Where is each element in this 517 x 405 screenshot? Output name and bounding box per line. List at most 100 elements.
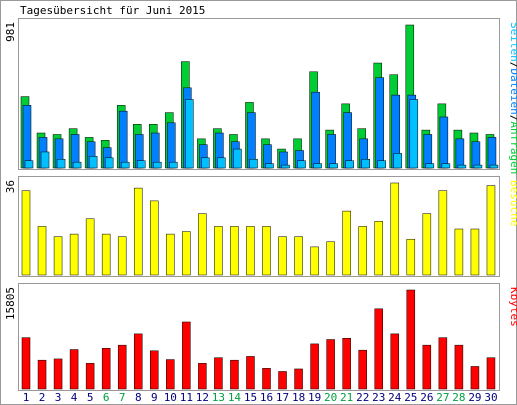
- bar-kbytes-day-28: [454, 344, 464, 390]
- bar-kbytes-day-18: [294, 368, 303, 390]
- day-label-12: 12: [196, 391, 209, 404]
- bar-pages-day-18: [297, 160, 306, 169]
- bar-pages-day-14: [233, 148, 242, 169]
- bar-pages-day-20: [329, 163, 338, 169]
- legend-entry-hits: /: [508, 115, 517, 122]
- day-label-26: 26: [420, 391, 433, 404]
- bar-visits-day-10: [166, 233, 175, 276]
- bar-kbytes-day-10: [166, 359, 175, 390]
- bar-visits-day-3: [53, 236, 63, 276]
- bar-kbytes-day-17: [278, 371, 287, 390]
- bar-files-day-27: [439, 116, 449, 169]
- bar-pages-day-24: [393, 153, 403, 169]
- bar-kbytes-day-12: [198, 363, 207, 390]
- bar-visits-day-27: [438, 190, 448, 276]
- bar-kbytes-day-27: [438, 337, 448, 390]
- bar-visits-day-29: [470, 228, 480, 276]
- bar-visits-day-2: [37, 226, 47, 276]
- bar-pages-day-12: [201, 157, 210, 169]
- bar-kbytes-day-8: [133, 333, 143, 390]
- bar-files-day-23: [375, 77, 384, 169]
- bar-pages-day-28: [457, 164, 467, 169]
- bar-files-day-19: [311, 91, 320, 169]
- bar-visits-day-9: [150, 200, 159, 276]
- day-label-30: 30: [484, 391, 497, 404]
- bar-pages-day-13: [217, 157, 226, 169]
- bar-pages-day-22: [361, 159, 370, 169]
- day-label-5: 5: [87, 391, 94, 404]
- bar-visits-day-26: [422, 213, 432, 276]
- day-label-3: 3: [55, 391, 62, 404]
- bar-files-day-26: [423, 134, 433, 169]
- bar-pages-day-16: [265, 163, 274, 169]
- bar-visits-day-25: [406, 238, 416, 276]
- bar-kbytes-day-7: [117, 344, 127, 390]
- bar-visits-day-21: [342, 210, 351, 276]
- bar-kbytes-day-2: [37, 359, 47, 390]
- day-label-14: 14: [228, 391, 242, 404]
- bar-files-day-28: [455, 138, 465, 169]
- bar-files-day-1: [22, 105, 32, 169]
- day-label-13: 13: [212, 391, 225, 404]
- day-label-2: 2: [39, 391, 46, 404]
- bar-pages-day-21: [345, 160, 354, 169]
- bar-files-day-29: [471, 141, 481, 169]
- day-label-16: 16: [260, 391, 273, 404]
- bar-pages-day-1: [24, 160, 34, 169]
- day-label-20: 20: [324, 391, 337, 404]
- legend-entry-hits: Seiten: [508, 22, 517, 62]
- ymax-label-visits: 36: [4, 180, 17, 193]
- bar-visits-day-12: [198, 213, 207, 276]
- bar-pages-day-2: [40, 151, 50, 169]
- bar-pages-day-10: [169, 161, 178, 169]
- bar-files-day-10: [167, 122, 176, 169]
- bar-pages-day-23: [377, 160, 386, 169]
- day-label-6: 6: [103, 391, 110, 404]
- day-label-22: 22: [356, 391, 369, 404]
- bar-kbytes-day-11: [182, 321, 191, 390]
- bar-pages-day-30: [489, 164, 499, 169]
- ymax-label-kbytes: 15805: [4, 287, 17, 320]
- bar-visits-day-22: [358, 226, 367, 276]
- bar-kbytes-day-22: [358, 349, 367, 390]
- bar-visits-day-23: [374, 221, 383, 276]
- bar-kbytes-day-16: [262, 368, 271, 390]
- legend-entry-visits: Besuche: [508, 180, 517, 226]
- chart-panels: 981Seiten/Dateien/Anfragen36Besuche15805…: [4, 18, 517, 391]
- bar-pages-day-7: [120, 161, 130, 169]
- legend-visits: Besuche: [508, 180, 517, 226]
- bar-pages-day-25: [409, 99, 419, 169]
- bar-kbytes-day-20: [326, 339, 335, 390]
- bar-pages-day-11: [185, 99, 194, 169]
- bar-kbytes-day-29: [470, 366, 480, 390]
- plot-area-hits: [18, 18, 500, 170]
- bar-visits-day-18: [294, 236, 303, 276]
- bar-pages-day-5: [88, 156, 98, 169]
- chart-title: Tagesübersicht für Juni 2015: [20, 4, 205, 17]
- panel-kbytes: 15805 Kbytes: [4, 283, 517, 391]
- bar-visits-day-15: [246, 226, 255, 276]
- day-labels: 1 2 3 4 5 6 7 8 9 10 11 12 13 14 15 16 17 18 19 20 21 22 23 24 2…: [23, 391, 498, 404]
- bar-pages-day-8: [136, 160, 146, 169]
- bar-visits-day-4: [69, 233, 79, 276]
- bar-files-day-20: [327, 134, 336, 169]
- bar-pages-day-29: [473, 164, 483, 169]
- bar-kbytes-day-19: [310, 343, 319, 390]
- day-label-8: 8: [135, 391, 142, 404]
- panel-visits: 36 Besuche: [4, 176, 517, 277]
- day-label-17: 17: [276, 391, 289, 404]
- bar-files-day-7: [118, 110, 128, 169]
- bar-visits-day-19: [310, 246, 319, 276]
- day-label-19: 19: [308, 391, 321, 404]
- bar-pages-day-3: [56, 159, 66, 169]
- bar-kbytes-day-4: [69, 349, 79, 390]
- bar-pages-day-19: [313, 163, 322, 169]
- day-label-23: 23: [372, 391, 385, 404]
- bar-visits-day-28: [454, 228, 464, 276]
- bar-pages-day-15: [249, 159, 258, 169]
- bar-visits-day-14: [230, 226, 239, 276]
- day-label-4: 4: [71, 391, 78, 404]
